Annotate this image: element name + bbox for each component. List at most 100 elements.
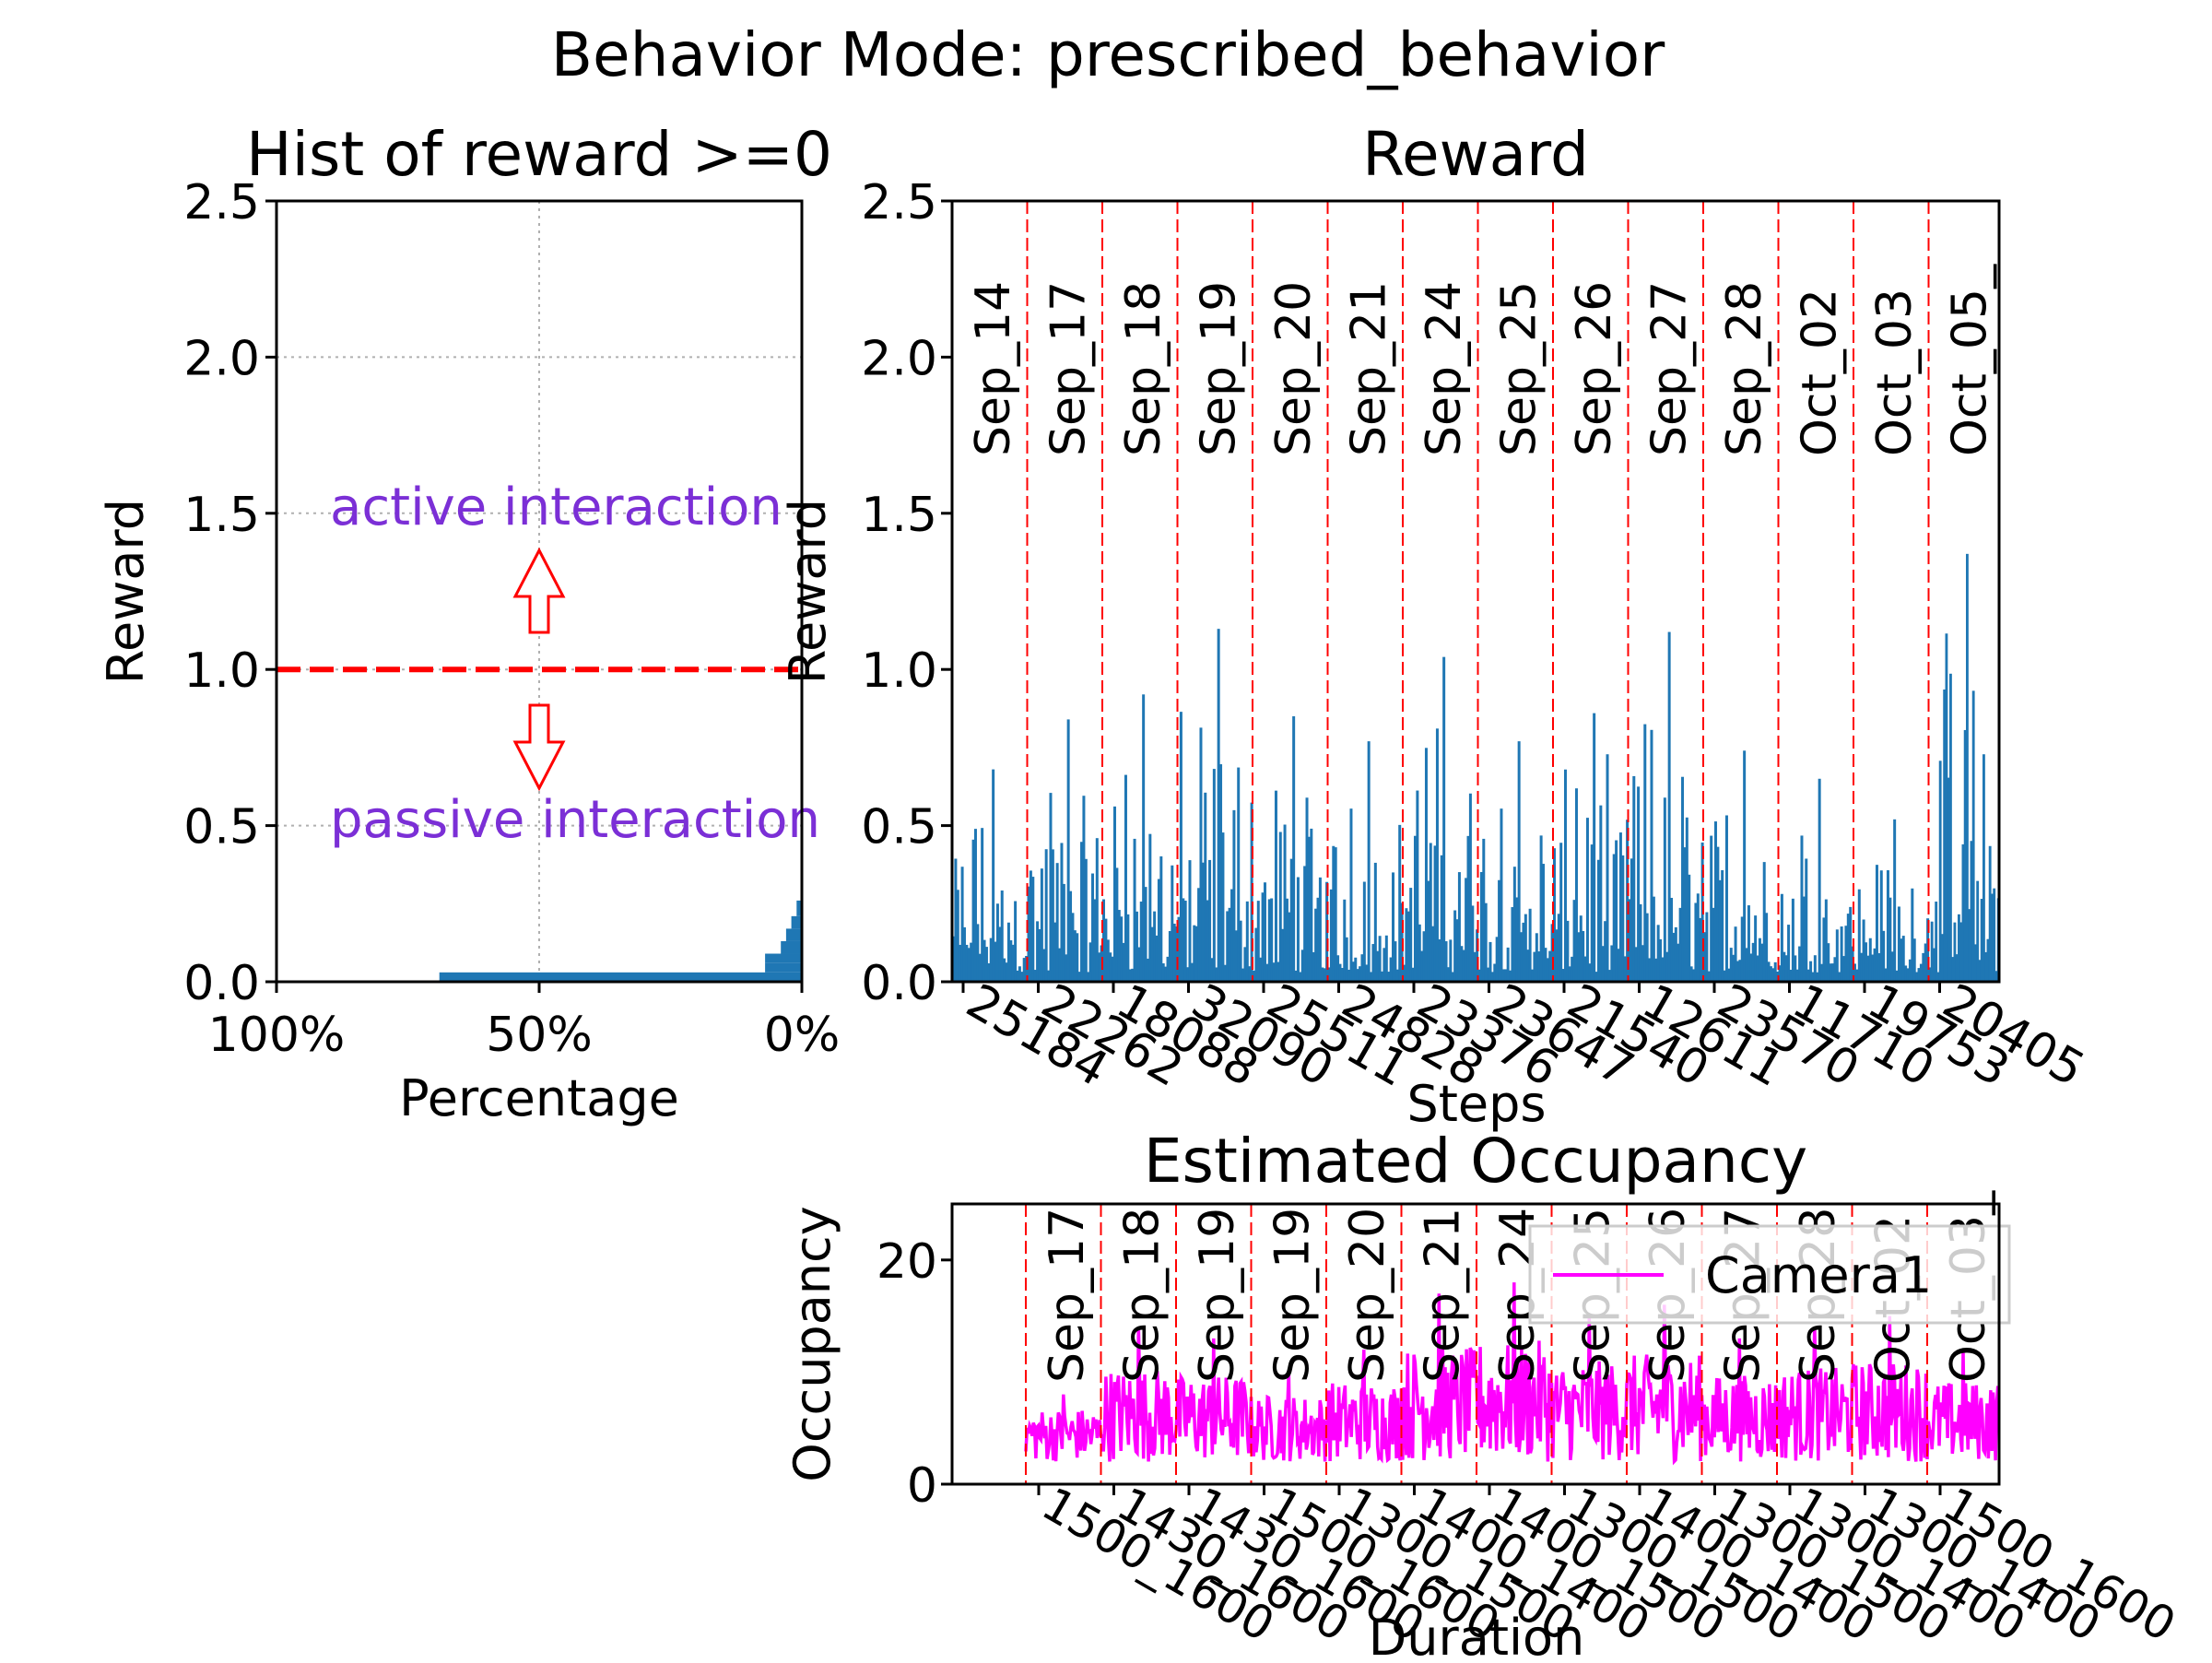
- hist-bar: [791, 915, 802, 929]
- reward-bar: [1234, 930, 1238, 982]
- reward-bar: [1005, 962, 1008, 982]
- reward-bar: [1681, 776, 1685, 982]
- reward-bar: [1661, 957, 1665, 982]
- reward-date-label: Sep_17: [1041, 281, 1097, 456]
- reward-bar: [1509, 970, 1512, 982]
- hist-xtick-label: 100%: [208, 1008, 346, 1063]
- reward-bar: [1593, 713, 1596, 982]
- reward-bar: [1566, 920, 1570, 982]
- reward-bar: [1495, 937, 1499, 982]
- reward-bar: [1846, 914, 1850, 982]
- reward-bar: [1343, 899, 1347, 982]
- reward-bar: [1387, 972, 1391, 982]
- reward-bar: [1670, 897, 1674, 982]
- reward-bar: [1490, 972, 1494, 982]
- reward-bar: [1612, 854, 1616, 982]
- reward-bar: [1833, 957, 1837, 982]
- reward-bar: [1416, 790, 1419, 982]
- reward-bar: [1477, 969, 1481, 982]
- occupancy-date-label: Sep_20: [1340, 1208, 1395, 1383]
- reward-bar: [1323, 968, 1326, 982]
- reward-bar: [1966, 553, 1969, 982]
- reward-date-label: Sep_19: [1192, 281, 1247, 456]
- reward-bar: [1109, 952, 1112, 982]
- reward-bar: [1014, 901, 1018, 982]
- reward-bar: [1009, 940, 1013, 982]
- reward-bar: [1265, 963, 1269, 982]
- reward-bar: [1288, 912, 1291, 982]
- reward-bar: [984, 947, 988, 982]
- reward-date-label: Sep_26: [1567, 281, 1622, 456]
- reward-bar: [973, 829, 977, 982]
- reward-bar: [1838, 972, 1841, 982]
- reward-bar: [1901, 936, 1905, 982]
- reward-bar: [1395, 969, 1399, 982]
- reward-bar: [1347, 969, 1351, 982]
- reward-bar: [1577, 932, 1581, 982]
- reward-bar: [960, 867, 964, 982]
- reward-bar: [1029, 870, 1032, 982]
- reward-bar: [1707, 971, 1711, 982]
- reward-bar: [1073, 930, 1077, 982]
- reward-bar: [1403, 964, 1406, 982]
- reward-bar: [1539, 835, 1543, 982]
- reward-bar: [1645, 913, 1649, 982]
- reward-bar: [1546, 958, 1549, 982]
- reward-bar: [981, 828, 984, 982]
- reward-bar: [1585, 818, 1589, 982]
- reward-bar: [1988, 845, 1992, 982]
- reward-bar: [1473, 951, 1477, 982]
- reward-bar: [1798, 946, 1802, 982]
- reward-bar: [1835, 929, 1839, 982]
- reward-bar: [1517, 741, 1521, 982]
- reward-bar: [1871, 954, 1875, 982]
- reward-bar: [1818, 778, 1821, 982]
- reward-bar: [1171, 865, 1174, 982]
- reward-bar: [1941, 934, 1944, 982]
- reward-bar: [1935, 902, 1938, 982]
- reward-bar: [1020, 972, 1024, 982]
- reward-bar: [992, 769, 995, 982]
- reward-bar: [1953, 922, 1957, 982]
- reward-bar: [1873, 948, 1877, 982]
- reward-bar: [1970, 841, 1973, 982]
- reward-bar: [1011, 944, 1015, 982]
- reward-date-label: Oct_05_: [1943, 264, 1998, 456]
- reward-bar: [1888, 897, 1892, 982]
- reward-bar: [1384, 935, 1388, 982]
- reward-bar: [1360, 954, 1364, 982]
- reward-bar: [954, 858, 958, 982]
- reward-bar: [1762, 862, 1766, 982]
- reward-bar: [1938, 761, 1942, 982]
- reward-bar: [959, 944, 962, 982]
- reward-bar: [1594, 972, 1598, 982]
- reward-bar: [1654, 958, 1658, 982]
- reward-bar: [1144, 887, 1147, 982]
- hist-ylabel: Reward: [97, 499, 155, 684]
- hist-ytick-label: 1.0: [183, 643, 260, 699]
- hist-title: Hist of reward >=0: [246, 119, 832, 190]
- reward-bar: [1760, 943, 1764, 982]
- reward-bar: [1449, 939, 1453, 982]
- reward-bar: [1542, 864, 1546, 982]
- reward-bar: [1292, 716, 1296, 982]
- hist-ytick-label: 0.0: [183, 956, 260, 1011]
- reward-bar: [1300, 949, 1304, 982]
- reward-bar: [1716, 846, 1720, 982]
- reward-bar: [1683, 847, 1687, 982]
- reward-bar: [1955, 954, 1959, 982]
- reward-bar: [1727, 968, 1731, 982]
- occupancy-ytick-label: 20: [877, 1234, 937, 1290]
- reward-bar: [1382, 948, 1386, 982]
- reward-bar: [1648, 958, 1652, 982]
- reward-bar: [1263, 882, 1266, 982]
- reward-bar: [1571, 956, 1574, 982]
- reward-bar: [1241, 968, 1245, 982]
- reward-bar: [1860, 952, 1864, 982]
- reward-date-label: Sep_21: [1342, 281, 1397, 456]
- reward-bar: [1665, 951, 1669, 982]
- reward-bar: [1345, 937, 1348, 982]
- reward-bar: [1930, 921, 1934, 982]
- reward-ytick-label: 0.0: [861, 956, 937, 1011]
- reward-ytick-label: 0.5: [861, 800, 937, 855]
